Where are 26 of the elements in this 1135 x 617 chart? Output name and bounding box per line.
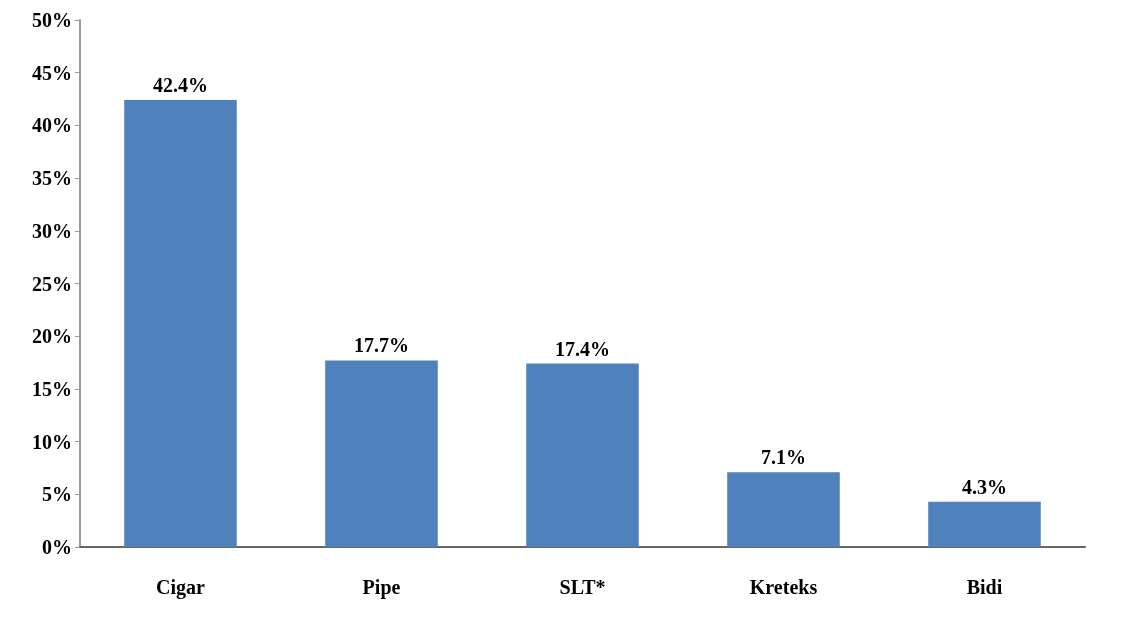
y-tick-label: 10% — [32, 430, 72, 453]
data-label: 17.7% — [354, 334, 409, 357]
y-tick-label: 50% — [32, 9, 72, 31]
x-tick-label: Kreteks — [749, 576, 818, 598]
y-tick-label: 35% — [32, 167, 72, 190]
bar — [124, 100, 237, 547]
bar — [928, 501, 1041, 547]
bar — [325, 360, 438, 547]
y-tick-label: 0% — [42, 536, 72, 558]
y-tick-label: 25% — [32, 272, 72, 295]
y-tick-label: 5% — [42, 483, 72, 506]
x-tick-label: Cigar — [156, 576, 206, 599]
y-tick-label: 40% — [32, 114, 72, 137]
x-tick-label: Bidi — [966, 576, 1003, 598]
data-label: 4.3% — [962, 475, 1007, 498]
x-tick-label: SLT* — [559, 576, 606, 598]
bar — [727, 472, 840, 547]
y-tick-label: 45% — [32, 61, 72, 84]
x-tick-label: Pipe — [362, 576, 401, 599]
data-label: 7.1% — [761, 446, 806, 469]
y-tick-label: 15% — [32, 377, 72, 400]
bar — [526, 363, 639, 547]
data-label: 17.4% — [555, 337, 610, 360]
y-tick-label: 20% — [32, 325, 72, 348]
y-tick-label: 30% — [32, 219, 72, 242]
data-label: 42.4% — [153, 74, 208, 97]
